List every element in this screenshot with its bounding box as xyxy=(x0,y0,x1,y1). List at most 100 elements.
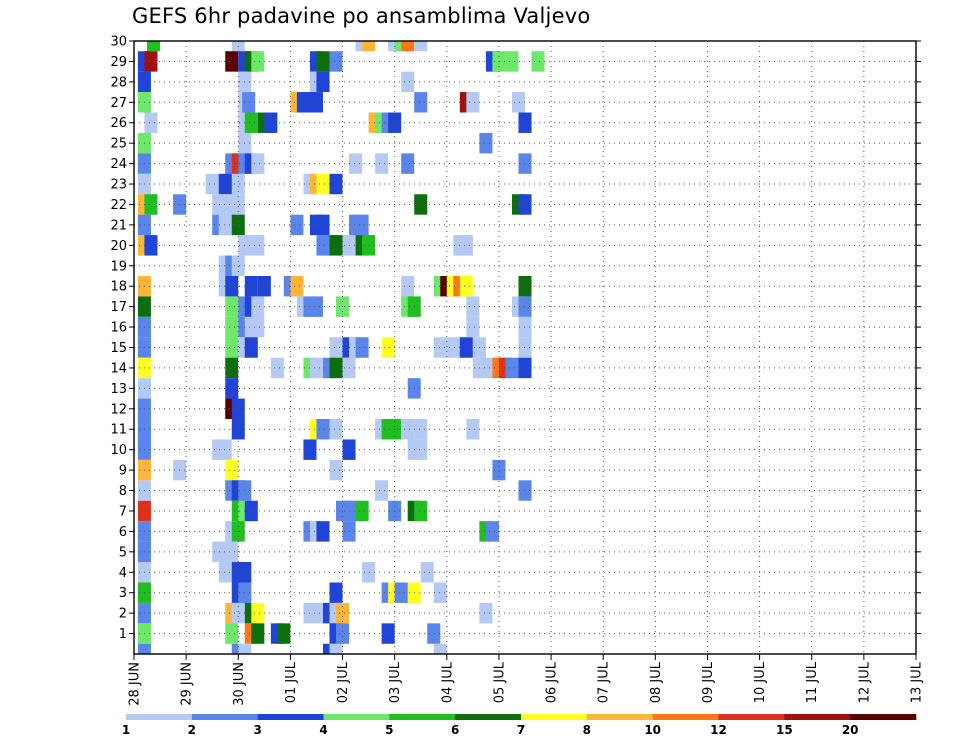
heatmap-cell xyxy=(355,41,369,52)
heatmap-cell xyxy=(251,623,265,644)
heatmap-cell xyxy=(251,235,265,256)
colorbar-label: 15 xyxy=(776,723,793,737)
colorbar-label: 5 xyxy=(385,723,393,737)
heatmap-cell xyxy=(459,337,473,358)
heatmap-cell xyxy=(231,643,245,654)
heatmap-cell xyxy=(316,419,330,440)
heatmap-cell xyxy=(394,41,408,52)
colorbar-label: 6 xyxy=(451,723,459,737)
heatmap-cell xyxy=(225,541,239,563)
colorbar-swatch xyxy=(784,714,851,720)
heatmap-cell xyxy=(466,316,480,338)
heatmap-cell xyxy=(518,337,532,358)
heatmap-cell xyxy=(244,112,258,133)
heatmap-cell xyxy=(420,562,434,583)
colorbar-swatch xyxy=(652,714,719,720)
heatmap-cell xyxy=(251,153,265,174)
x-tick-label: 02 JUL xyxy=(336,661,351,703)
x-tick-label: 06 JUL xyxy=(545,661,560,703)
colorbar-swatch xyxy=(389,714,456,720)
heatmap-cell xyxy=(144,51,158,72)
heatmap-cell xyxy=(225,51,239,72)
heatmap-cell xyxy=(225,296,239,317)
y-tick-label: 20 xyxy=(110,239,127,254)
heatmap-cell xyxy=(231,194,245,215)
heatmap-cell xyxy=(244,500,258,522)
heatmap-cell xyxy=(225,623,239,644)
heatmap-cell xyxy=(251,296,265,317)
y-tick-label: 9 xyxy=(119,464,127,479)
heatmap-cell xyxy=(147,41,161,52)
heatmap-cell xyxy=(309,92,323,113)
y-tick-label: 27 xyxy=(110,96,127,111)
heatmap-cell xyxy=(329,419,343,440)
heatmap-cell xyxy=(355,214,369,236)
y-tick-label: 26 xyxy=(110,116,127,131)
heatmap-cell xyxy=(231,214,245,236)
y-tick-label: 16 xyxy=(110,321,127,336)
y-tick-label: 2 xyxy=(119,607,127,622)
heatmap-cell xyxy=(414,41,428,52)
heatmap-cell xyxy=(518,275,532,297)
heatmap-cell xyxy=(401,71,415,93)
heatmap-cell xyxy=(329,357,343,379)
y-tick-label: 24 xyxy=(110,157,127,172)
heatmap-cell xyxy=(251,602,265,624)
heatmap-cell xyxy=(264,112,278,133)
y-tick-label: 11 xyxy=(110,423,127,438)
chart-title: GEFS 6hr padavine po ansamblima Valjevo xyxy=(132,4,591,28)
heatmap-cell xyxy=(329,582,343,603)
colorbar-swatch xyxy=(257,714,324,720)
colorbar-label: 1 xyxy=(122,723,130,737)
colorbar-label: 7 xyxy=(517,723,525,737)
colorbar-swatch xyxy=(718,714,785,720)
heatmap-cell xyxy=(231,602,245,624)
heatmap-cell xyxy=(144,194,158,215)
y-tick-label: 15 xyxy=(110,341,127,356)
heatmap-cell xyxy=(290,214,304,236)
heatmap-cell xyxy=(225,337,239,358)
y-tick-label: 17 xyxy=(110,300,127,315)
colorbar-label: 20 xyxy=(842,723,859,737)
heatmap-cell xyxy=(414,439,428,460)
heatmap-cell xyxy=(518,316,532,338)
heatmap-cell xyxy=(440,337,454,358)
cells-layer xyxy=(137,41,545,654)
heatmap-cell xyxy=(270,357,284,379)
heatmap-cell xyxy=(459,235,473,256)
heatmap-cell xyxy=(466,296,480,317)
x-tick-label: 07 JUL xyxy=(597,661,612,703)
y-tick-label: 5 xyxy=(119,545,127,560)
heatmap-cell xyxy=(251,316,265,338)
heatmap-cell xyxy=(414,500,428,522)
colorbar-swatch xyxy=(191,714,258,720)
heatmap-cell xyxy=(414,92,428,113)
heatmap-cell xyxy=(218,562,232,583)
heatmap-cell xyxy=(316,173,330,195)
heatmap-cell xyxy=(218,439,232,460)
y-tick-label: 4 xyxy=(119,566,127,581)
colorbar-swatch xyxy=(850,714,917,720)
colorbar-swatch xyxy=(126,714,193,720)
heatmap-cell xyxy=(433,582,447,603)
heatmap-cell xyxy=(459,275,473,297)
heatmap-cell xyxy=(362,41,376,52)
y-tick-label: 10 xyxy=(110,443,127,458)
y-tick-label: 30 xyxy=(110,35,127,50)
heatmap-cell xyxy=(309,357,323,379)
heatmap-cell xyxy=(505,51,519,72)
x-tick-label: 13 JUL xyxy=(910,661,925,703)
heatmap-cell xyxy=(205,173,219,195)
colorbar-label: 10 xyxy=(644,723,661,737)
heatmap-cell xyxy=(144,235,158,256)
heatmap-cell xyxy=(375,480,389,501)
y-tick-label: 7 xyxy=(119,504,127,519)
y-tick-label: 19 xyxy=(110,259,127,274)
heatmap-cell xyxy=(466,92,480,113)
y-tick-label: 22 xyxy=(110,198,127,213)
heatmap-cell xyxy=(251,51,265,72)
x-tick-label: 30 JUN xyxy=(232,662,247,706)
heatmap-cell xyxy=(329,235,343,256)
heatmap-cell xyxy=(401,41,415,52)
